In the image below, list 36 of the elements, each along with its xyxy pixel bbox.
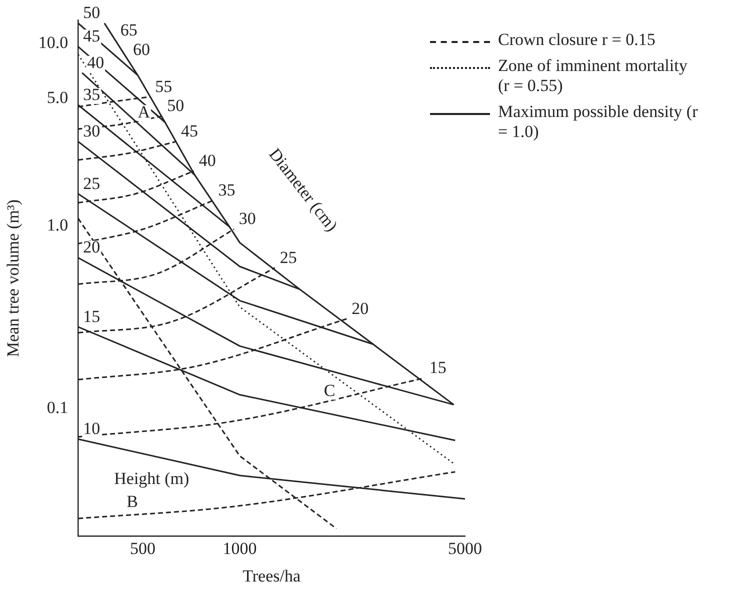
annotation: 45 <box>83 26 100 46</box>
annotation: C <box>324 381 336 400</box>
annotation: A <box>138 102 151 122</box>
annotation: B <box>126 492 138 512</box>
annotation: 20 <box>83 238 100 257</box>
annotation: 25 <box>83 174 100 193</box>
x-tick-label: 5000 <box>448 538 482 558</box>
y-axis-title: Mean tree volume (m³) <box>4 199 23 357</box>
annotation: 30 <box>83 122 100 141</box>
annotation: 35 <box>218 180 236 200</box>
x-tick-label: 500 <box>130 538 156 558</box>
x-tick-label: 1000 <box>222 538 257 558</box>
y-tick-label: 1.0 <box>46 215 68 234</box>
annotation: 55 <box>155 76 172 96</box>
annotation: 65 <box>120 20 138 40</box>
annotation: 50 <box>167 96 184 116</box>
annotation: 60 <box>133 40 150 60</box>
y-tick-label: 0.1 <box>46 398 68 418</box>
y-tick-label: 10.0 <box>38 32 68 52</box>
annotation: 50 <box>83 3 100 22</box>
annotation: 15 <box>83 306 100 326</box>
y-tick-label: 5.0 <box>46 88 68 107</box>
legend-label: Crown closure r = 0.15 <box>498 30 656 50</box>
annotation: 30 <box>238 209 256 228</box>
legend-label: Maximum possible density (r = 1.0) <box>498 102 698 142</box>
annotation: 25 <box>280 248 297 267</box>
annotation: 20 <box>352 298 369 318</box>
annotation: 40 <box>87 52 104 72</box>
legend-label: Zone of imminent mortality (r = 0.55) <box>498 56 688 96</box>
annotation: Height (m) <box>114 468 190 488</box>
annotation: 35 <box>83 84 100 104</box>
annotation: 15 <box>429 358 446 377</box>
annotation: 40 <box>198 151 216 170</box>
annotation: 45 <box>181 122 198 141</box>
annotation: 10 <box>83 419 100 438</box>
x-axis-title: Trees/ha <box>242 566 301 586</box>
